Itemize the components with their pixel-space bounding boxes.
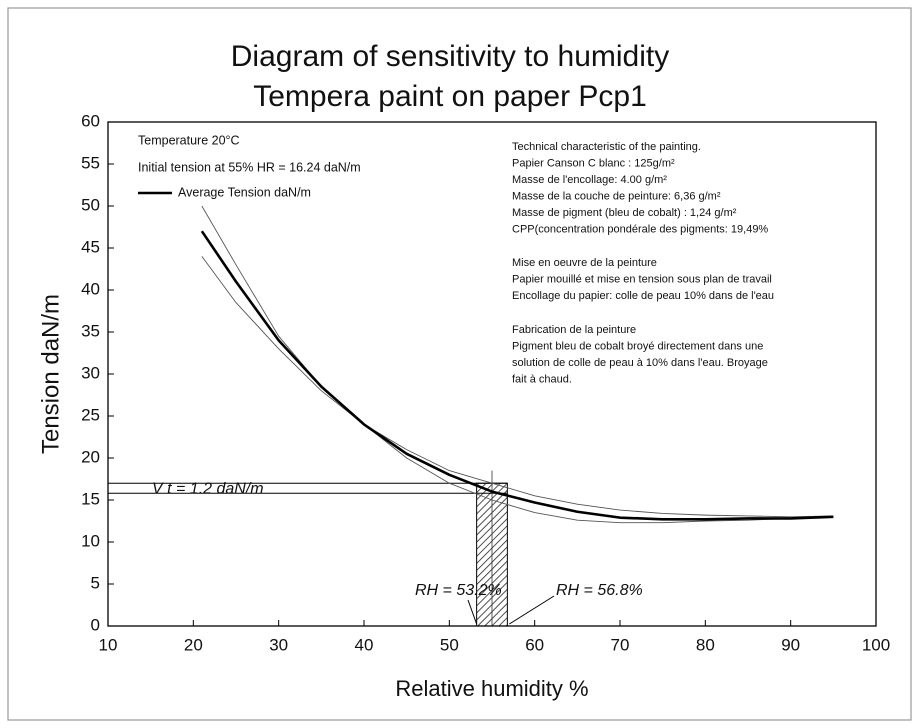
rh-label: RH = 53.2% bbox=[415, 582, 502, 599]
note-text: Technical characteristic of the painting… bbox=[512, 141, 701, 153]
x-tick-label: 100 bbox=[862, 635, 890, 654]
x-tick-label: 30 bbox=[269, 635, 288, 654]
y-tick-label: 30 bbox=[81, 363, 100, 382]
y-axis-title: Tension daN/m bbox=[37, 294, 64, 454]
chart-title: Diagram of sensitivity to humidity bbox=[231, 40, 670, 73]
note-text: solution de colle de peau à 10% dans l'e… bbox=[512, 357, 768, 369]
condition-text: Initial tension at 55% HR = 16.24 daN/m bbox=[138, 160, 361, 174]
series-line bbox=[200, 230, 834, 521]
reference-label: V t = 1.2 daN/m bbox=[152, 480, 264, 497]
note-text: fait à chaud. bbox=[512, 373, 572, 385]
x-tick-label: 90 bbox=[781, 635, 800, 654]
note-text: Masse de la couche de peinture: 6,36 g/m… bbox=[512, 190, 721, 202]
note-text: Encollage du papier: colle de peau 10% d… bbox=[512, 290, 774, 302]
y-tick-label: 0 bbox=[91, 615, 100, 634]
chart-subtitle: Tempera paint on paper Pcp1 bbox=[253, 80, 647, 113]
note-text: Papier mouillé et mise en tension sous p… bbox=[512, 273, 772, 285]
y-tick-label: 45 bbox=[81, 237, 100, 256]
y-tick-label: 60 bbox=[81, 111, 100, 130]
x-axis-title: Relative humidity % bbox=[395, 676, 588, 701]
x-tick-label: 20 bbox=[184, 635, 203, 654]
y-tick-label: 55 bbox=[81, 153, 100, 172]
x-tick-label: 70 bbox=[611, 635, 630, 654]
rh-label: RH = 56.8% bbox=[556, 582, 643, 599]
note-text: Papier Canson C blanc : 125g/m² bbox=[512, 157, 675, 169]
y-tick-label: 35 bbox=[81, 321, 100, 340]
arrow bbox=[467, 599, 478, 625]
y-tick-label: 5 bbox=[91, 573, 100, 592]
note-text: CPP(concentration pondérale des pigments… bbox=[512, 223, 768, 235]
y-tick-label: 40 bbox=[81, 279, 100, 298]
y-tick-label: 50 bbox=[81, 195, 100, 214]
series-line bbox=[201, 205, 834, 524]
condition-text: Temperature 20°C bbox=[138, 133, 240, 147]
y-tick-label: 15 bbox=[81, 489, 100, 508]
arrow bbox=[509, 595, 555, 625]
series-line bbox=[201, 256, 834, 518]
note-text: Pigment bleu de cobalt broyé directement… bbox=[512, 340, 763, 352]
x-tick-label: 80 bbox=[696, 635, 715, 654]
note-text: Masse de l'encollage: 4.00 g/m² bbox=[512, 174, 667, 186]
x-tick-label: 50 bbox=[440, 635, 459, 654]
frame bbox=[7, 7, 912, 721]
note-text: Masse de pigment (bleu de cobalt) : 1,24… bbox=[512, 207, 737, 219]
x-tick-label: 40 bbox=[355, 635, 374, 654]
y-tick-label: 10 bbox=[81, 531, 100, 550]
y-tick-label: 25 bbox=[81, 405, 100, 424]
note-text: Mise en oeuvre de la peinture bbox=[512, 257, 657, 269]
y-tick-label: 20 bbox=[81, 447, 100, 466]
note-text: Fabrication de la peinture bbox=[512, 324, 636, 336]
x-tick-label: 60 bbox=[525, 635, 544, 654]
legend-label: Average Tension daN/m bbox=[178, 185, 311, 199]
x-tick-label: 10 bbox=[99, 635, 118, 654]
